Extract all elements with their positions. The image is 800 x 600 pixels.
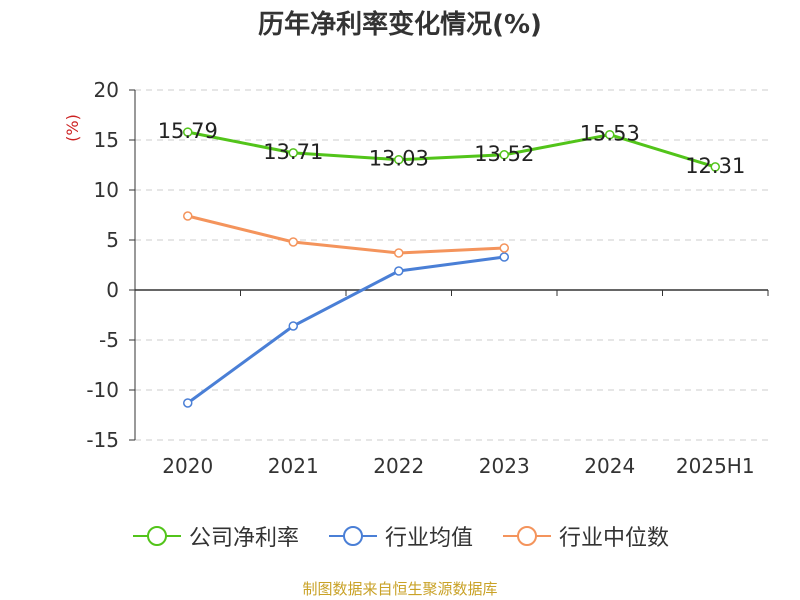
chart-title: 历年净利率变化情况(%): [258, 10, 542, 40]
y-axis-label: (%): [63, 114, 82, 142]
data-point: [288, 321, 298, 331]
y-tick-label: 20: [94, 78, 119, 102]
x-tick-label: 2025H1: [676, 454, 755, 478]
x-tick-label: 2020: [162, 454, 213, 478]
legend-swatch: [132, 526, 181, 546]
y-tick-label: 5: [106, 228, 119, 252]
x-tick-label: 2024: [584, 454, 635, 478]
legend-swatch: [503, 526, 551, 546]
x-tick-label: 2023: [479, 454, 530, 478]
legend-label: 公司净利率: [188, 526, 299, 551]
data-point: [288, 148, 298, 158]
x-tick-label: 2021: [268, 454, 319, 478]
legend-marker: [342, 526, 363, 546]
data-point: [394, 248, 404, 258]
y-tick-label: 0: [106, 278, 119, 302]
data-point: [710, 162, 720, 172]
chart-legend: 公司净利率 行业均值 行业中位数: [0, 520, 800, 552]
data-point: [499, 150, 509, 160]
data-point: [394, 266, 404, 276]
data-point: [394, 154, 404, 165]
data-label: 13.71: [263, 140, 323, 164]
data-point: [183, 127, 193, 137]
source-note: 制图数据来自恒生聚源数据库: [302, 580, 498, 598]
x-tick-label: 2022: [373, 454, 424, 478]
data-point: [183, 211, 193, 221]
y-tick-label: -5: [99, 328, 119, 352]
data-label: 13.52: [474, 142, 534, 166]
data-point: [288, 237, 298, 247]
legend-label: 行业中位数: [559, 526, 670, 551]
legend-item[interactable]: 行业均值: [327, 520, 473, 552]
data-label: 12.31: [685, 154, 745, 178]
series-line: [186, 255, 505, 405]
y-tick-label: -15: [86, 428, 119, 452]
y-tick-label: -10: [86, 378, 119, 402]
data-point: [605, 129, 615, 140]
legend-label: 行业均值: [384, 526, 473, 551]
line-chart: 20 15 10 5 0 -5 -10 -15 2020 2021 2022 2023 2024 2025…: [63, 78, 769, 478]
data-point: [183, 398, 193, 408]
series-line: [187, 130, 716, 169]
legend-item[interactable]: 公司净利率: [131, 520, 299, 552]
y-tick-label: 15: [94, 128, 119, 152]
legend-swatch: [328, 526, 377, 546]
data-label: 15.79: [158, 119, 218, 143]
data-point: [499, 252, 509, 262]
data-label: 15.53: [580, 122, 640, 146]
series-line: [187, 214, 505, 255]
legend-marker: [517, 526, 537, 546]
legend-item[interactable]: 行业中位数: [501, 520, 669, 552]
y-tick-label: 10: [94, 178, 119, 202]
legend-marker: [146, 526, 167, 546]
data-label: 13.03: [369, 147, 429, 171]
data-point: [499, 243, 509, 253]
